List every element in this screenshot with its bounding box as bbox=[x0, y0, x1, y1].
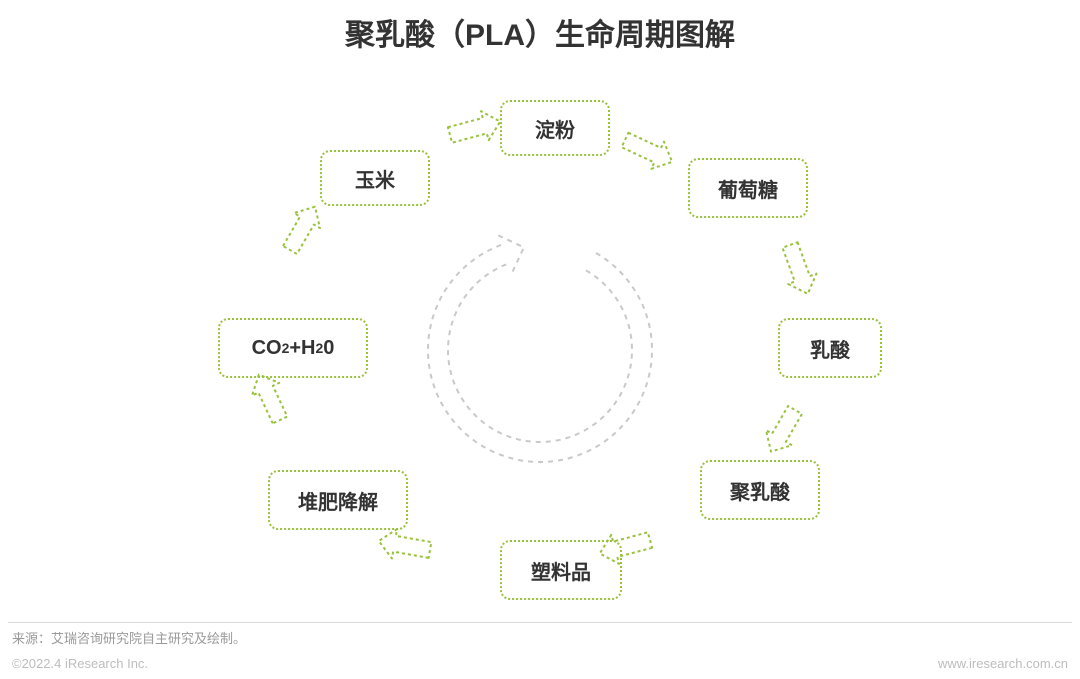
page-root: 聚乳酸（PLA）生命周期图解 淀粉葡萄糖乳酸聚乳酸塑料品堆肥降解CO2+H20玉… bbox=[0, 0, 1080, 679]
arrow-plastic-to-compost bbox=[376, 521, 433, 564]
arrow-glucose-to-lactic bbox=[771, 240, 822, 301]
arrow-co2h2o-to-corn bbox=[277, 199, 332, 260]
arrow-pla-to-plastic bbox=[595, 521, 654, 568]
arrow-corn-to-starch bbox=[446, 107, 505, 154]
node-compost: 堆肥降解 bbox=[268, 470, 408, 530]
node-glucose: 葡萄糖 bbox=[688, 158, 808, 218]
footer-url: www.iresearch.com.cn bbox=[938, 656, 1068, 671]
footer-copyright: ©2022.4 iResearch Inc. bbox=[12, 656, 148, 671]
node-co2h2o: CO2+H20 bbox=[218, 318, 368, 378]
center-cycle-arrow bbox=[400, 210, 680, 490]
lifecycle-diagram: 淀粉葡萄糖乳酸聚乳酸塑料品堆肥降解CO2+H20玉米 bbox=[0, 50, 1080, 610]
footer-source: 来源：艾瑞咨询研究院自主研究及绘制。 bbox=[12, 628, 246, 647]
node-lactic: 乳酸 bbox=[778, 318, 882, 378]
page-title: 聚乳酸（PLA）生命周期图解 bbox=[0, 10, 1080, 54]
node-corn: 玉米 bbox=[320, 150, 430, 206]
arrow-starch-to-glucose bbox=[617, 126, 679, 180]
arrow-lactic-to-pla bbox=[754, 400, 808, 459]
footer-divider bbox=[8, 622, 1072, 623]
node-pla: 聚乳酸 bbox=[700, 460, 820, 520]
node-starch: 淀粉 bbox=[500, 100, 610, 156]
